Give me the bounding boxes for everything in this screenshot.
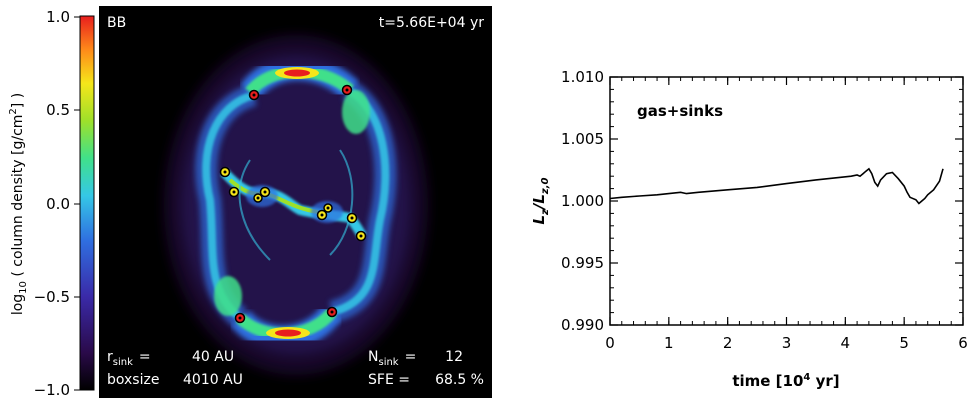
x-tick-label: 3 [782, 334, 792, 352]
y-tick-label: 1.000 [561, 192, 604, 210]
n-sink-value: 12 [445, 349, 463, 365]
sink-markers [219, 84, 367, 324]
x-tick-label: 4 [841, 334, 851, 352]
n-sink-label: Nsink = [368, 349, 416, 368]
time-label: t=5.66E+04 yr [379, 15, 485, 31]
boxsize-label: boxsize [107, 372, 159, 388]
y-tick-label: 0.990 [561, 316, 604, 334]
line-chart: 0 1 2 3 4 5 6 0.990 0.995 1.000 1.005 1.010 gas+si… [530, 68, 968, 390]
x-axis: 0 1 2 3 4 5 6 [605, 77, 968, 352]
density-map: BB t=5.66E+04 yr rsink = 40 AU boxsize 40… [99, 6, 492, 398]
colorbar-tick-label: 0.5 [46, 101, 70, 119]
r-sink-label: rsink = [107, 349, 151, 368]
r-sink-value: 40 AU [192, 349, 234, 365]
colorbar-label: log10 ( column density [g/cm2] ) [8, 93, 29, 315]
colorbar-tick-label: 0.0 [46, 195, 70, 213]
chart-annotation: gas+sinks [637, 102, 723, 120]
y-tick-label: 1.005 [561, 130, 604, 148]
x-tick-label: 2 [723, 334, 733, 352]
y-tick-label: 0.995 [561, 254, 604, 272]
x-axis-label: time [104 yr] [732, 372, 839, 390]
colorbar-ticks [74, 16, 80, 391]
y-axis-label: Lz/Lz,0 [530, 177, 551, 224]
sfe-label: SFE = [368, 372, 410, 388]
colorbar: 1.0 0.5 0.0 −0.5 −1.0 log10 ( column den… [8, 8, 95, 399]
colorbar-tick-label: −0.5 [34, 288, 70, 306]
colorbar-tick-label: −1.0 [34, 381, 70, 399]
y-axis: 0.990 0.995 1.000 1.005 1.010 [561, 68, 963, 334]
x-tick-label: 0 [605, 334, 615, 352]
x-tick-label: 1 [664, 334, 674, 352]
panel-label: BB [107, 15, 126, 31]
colorbar-gradient [79, 15, 95, 391]
boxsize-value: 4010 AU [183, 372, 243, 388]
y-tick-label: 1.010 [561, 68, 604, 86]
series-line [609, 167, 944, 205]
colorbar-tick-label: 1.0 [46, 8, 70, 26]
x-tick-label: 6 [958, 334, 968, 352]
x-tick-label: 5 [899, 334, 909, 352]
sfe-value: 68.5 % [435, 372, 484, 388]
